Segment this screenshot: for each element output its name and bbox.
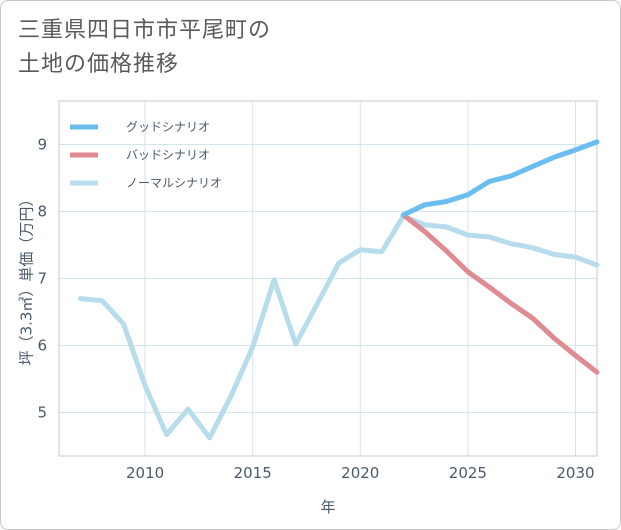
x-tick-label-2025: 2025 [449,464,487,482]
x-tick-label-2030: 2030 [556,464,594,482]
x-tick-label-2020: 2020 [341,464,379,482]
series-line-1 [400,212,600,375]
series-line-2 [78,213,600,441]
y-tick-label-5: 5 [37,403,47,421]
x-axis-title: 年 [320,498,335,516]
x-tick-label-2010: 2010 [126,464,164,482]
series-line-0 [400,139,600,218]
grid-lines [59,101,597,456]
y-tick-label-6: 6 [37,336,47,354]
legend-label-2: ノーマルシナリオ [126,176,222,190]
chart-title-line2: 土地の価格推移 [18,52,180,77]
chart-title-line1: 三重県四日市市平尾町の [18,18,272,43]
y-tick-label-7: 7 [37,270,47,288]
y-axis-title: 坪（3.3㎡）単価（万円） [18,192,36,366]
chart-title: 三重県四日市市平尾町の 土地の価格推移 [18,14,271,82]
legend-label-1: バッドシナリオ [126,148,210,162]
y-tick-label-9: 9 [37,136,47,154]
legend-label-0: グッドシナリオ [126,120,210,134]
plot-area [58,100,598,457]
series-layer [78,139,600,441]
y-tick-label-8: 8 [37,203,47,221]
tick-labels: 2010 2015 2020 2025 2030 5 6 7 8 9 [37,136,594,482]
x-tick-label-2015: 2015 [234,464,272,482]
